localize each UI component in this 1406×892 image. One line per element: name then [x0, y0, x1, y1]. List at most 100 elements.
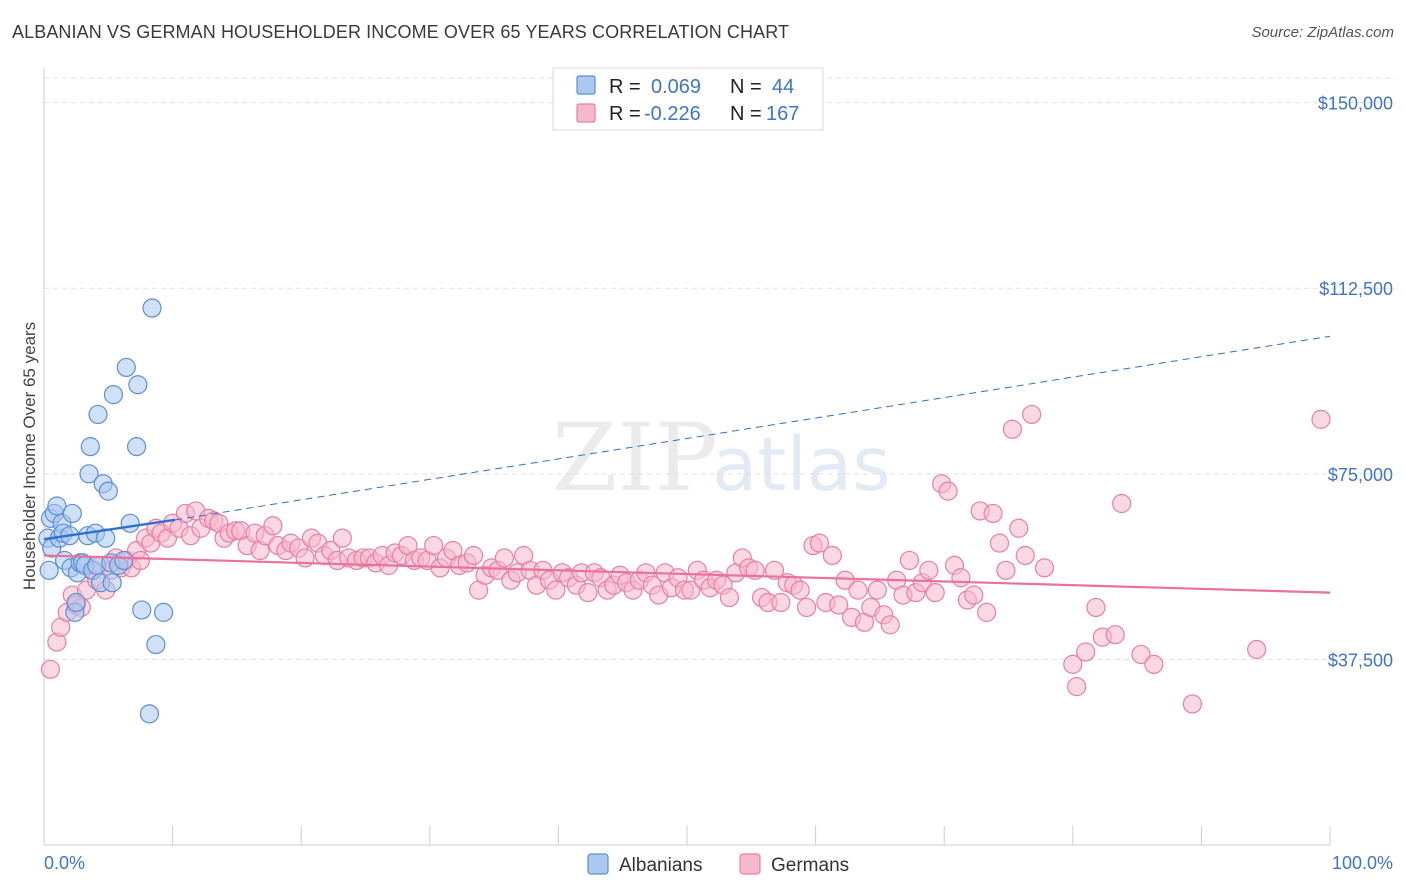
- german-point-140: [899, 550, 920, 571]
- german-trend-line: [43, 554, 1331, 594]
- legend-r-label-albanians: R =: [609, 76, 641, 98]
- german-point-124: [796, 597, 817, 618]
- german-point-150: [964, 585, 984, 605]
- legend-r-value-albanians: 0.069: [651, 76, 701, 98]
- german-point-172: [1311, 409, 1331, 429]
- german-point-162: [1067, 677, 1087, 697]
- albanian-point-34: [114, 550, 134, 571]
- german-point-161: [1063, 654, 1083, 674]
- chart-title: ALBANIAN VS GERMAN HOUSEHOLDER INCOME OV…: [12, 22, 790, 42]
- german-point-144: [925, 582, 945, 603]
- albanian-point-32: [103, 385, 124, 405]
- albanian-point-42: [146, 634, 166, 655]
- german-point-157: [1009, 518, 1029, 538]
- german-point-41: [263, 516, 283, 536]
- german-point-128: [822, 545, 842, 566]
- german-point-130: [835, 570, 855, 590]
- watermark: ZIP atlas: [552, 404, 891, 513]
- german-point-155: [996, 560, 1016, 580]
- german-point-120: [771, 592, 791, 613]
- german-point-126: [809, 533, 830, 553]
- albanian-point-21: [80, 437, 100, 457]
- bottom-legend: Albanians Germans: [587, 853, 849, 876]
- german-point-72: [463, 545, 484, 566]
- bottom-legend-label-albanians: Albanians: [619, 855, 702, 876]
- albanian-point-31: [102, 573, 122, 593]
- german-point-156: [1002, 419, 1022, 439]
- german-point-129: [829, 595, 849, 615]
- y-tick-label-3: $150,000: [1318, 94, 1393, 114]
- german-point-119: [764, 560, 785, 580]
- trend-lines: [43, 335, 1331, 594]
- legend-r-value-germans: -0.226: [644, 103, 701, 125]
- albanian-point-40: [139, 704, 160, 724]
- albanian-point-20: [79, 464, 99, 484]
- german-point-154: [989, 533, 1010, 553]
- german-point-77: [494, 548, 514, 568]
- german-point-160: [1034, 558, 1055, 578]
- german-point-112: [719, 587, 740, 608]
- albanian-point-14: [66, 592, 86, 613]
- german-point-135: [867, 580, 887, 600]
- german-point-159: [1022, 404, 1042, 425]
- x-ticks: [43, 826, 1331, 845]
- albanian-point-43: [153, 602, 174, 622]
- german-point-52: [332, 528, 352, 548]
- legend-swatch-albanians: [576, 75, 596, 95]
- german-point-153: [983, 503, 1003, 524]
- german-point-106: [681, 580, 701, 600]
- german-point-132: [848, 580, 868, 600]
- albanian-point-36: [120, 513, 140, 533]
- bottom-legend-swatch-germans: [739, 853, 761, 875]
- legend-n-value-germans: 167: [766, 103, 799, 125]
- x-tick-label-min: 0.0%: [44, 853, 85, 873]
- german-point-18: [130, 550, 151, 571]
- bottom-legend-label-germans: Germans: [771, 855, 849, 876]
- watermark-atlas: atlas: [712, 422, 891, 508]
- german-point-158: [1015, 545, 1035, 566]
- german-point-90: [578, 582, 598, 603]
- german-point-166: [1105, 625, 1125, 645]
- albanian-point-38: [128, 375, 148, 395]
- german-point-164: [1086, 597, 1106, 618]
- german-point-66: [424, 535, 444, 556]
- albanian-point-1: [39, 560, 59, 580]
- german-point-0: [40, 659, 61, 679]
- y-tick-label-1: $75,000: [1328, 465, 1393, 485]
- albanian-points: [38, 298, 174, 724]
- legend-swatch-germans: [576, 103, 596, 123]
- albanian-point-12: [62, 503, 82, 524]
- y-tick-label-0: $37,500: [1328, 650, 1393, 670]
- german-point-123: [790, 580, 810, 600]
- german-point-169: [1144, 654, 1164, 674]
- albanian-point-25: [88, 404, 108, 425]
- y-axis-title: Householder Income Over 65 years: [20, 322, 39, 590]
- y-tick-label-2: $112,500: [1319, 279, 1393, 299]
- legend-n-label-albanians: N =: [730, 76, 762, 98]
- legend-box: R = 0.069 N = 44 R = -0.226 N = 167: [552, 67, 824, 131]
- german-point-148: [951, 568, 971, 588]
- german-point-152: [977, 602, 997, 622]
- albanian-trend-line: [43, 518, 176, 541]
- german-points: [40, 404, 1331, 714]
- albanian-point-37: [126, 437, 147, 457]
- albanian-point-39: [132, 600, 152, 620]
- y-tick-labels: $37,500 $75,000 $112,500 $150,000: [1318, 94, 1393, 671]
- watermark-zip: ZIP: [552, 404, 718, 513]
- german-point-146: [938, 481, 958, 501]
- albanian-point-29: [98, 481, 118, 501]
- german-point-171: [1247, 639, 1267, 660]
- german-point-168: [1131, 644, 1151, 665]
- chart-source: Source: ZipAtlas.com: [1251, 24, 1394, 41]
- german-point-167: [1112, 493, 1132, 514]
- albanian-point-35: [116, 357, 136, 378]
- albanian-trend-line-extended: [175, 335, 1331, 521]
- legend-n-label-germans: N =: [730, 103, 762, 125]
- bottom-legend-swatch-albanians: [587, 853, 609, 875]
- german-point-170: [1182, 694, 1202, 714]
- german-point-163: [1076, 642, 1096, 662]
- legend-r-label-germans: R =: [609, 103, 641, 125]
- legend-background: [552, 67, 824, 131]
- german-point-137: [880, 615, 900, 635]
